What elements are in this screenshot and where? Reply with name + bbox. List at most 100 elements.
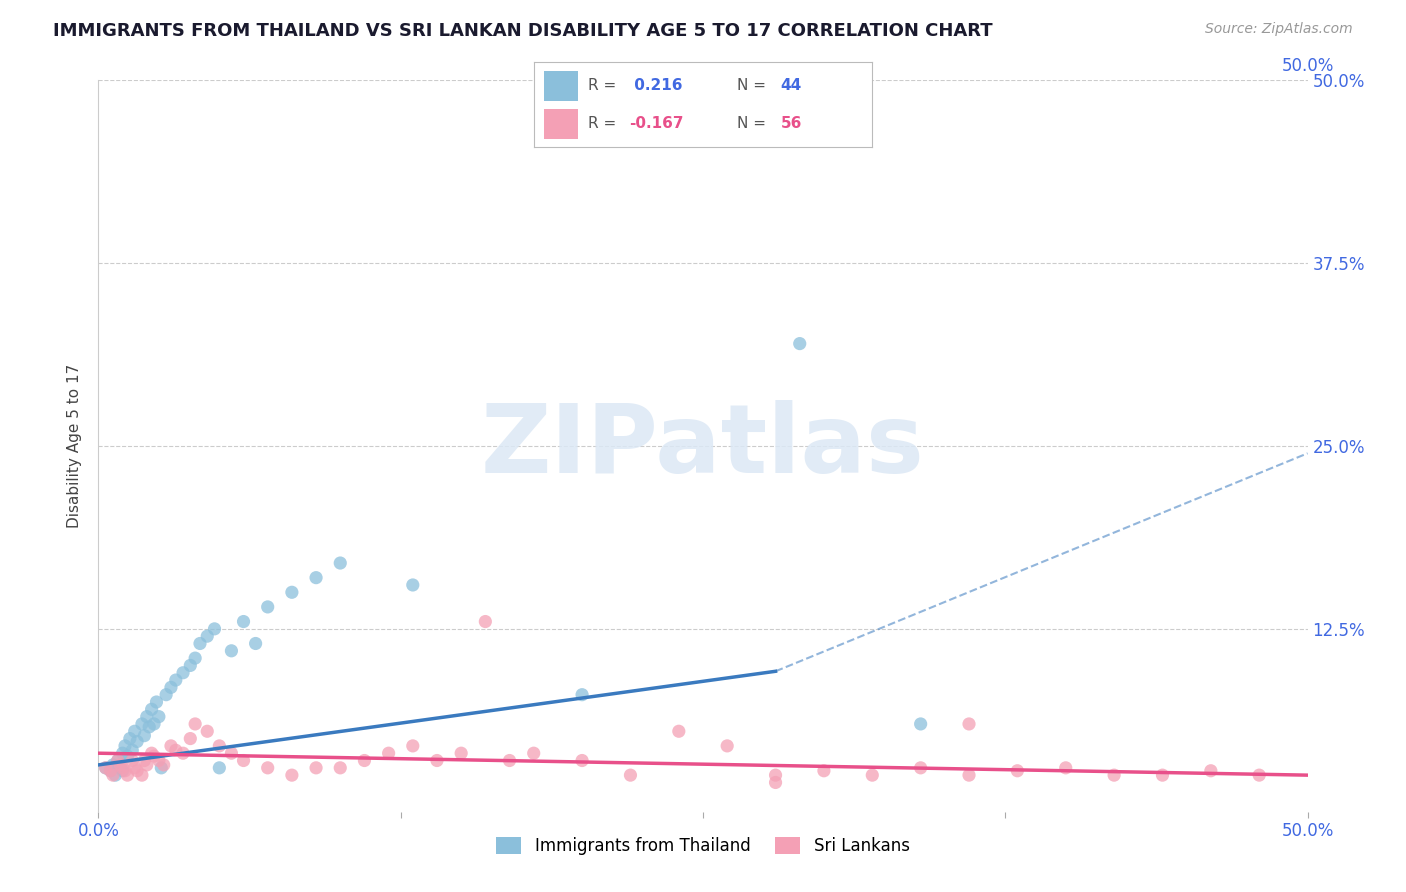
- Point: [165, 673, 187, 687]
- Point: [179, 731, 201, 746]
- Point: [402, 578, 425, 592]
- Point: [305, 571, 328, 585]
- Point: [860, 768, 883, 782]
- Point: [232, 754, 254, 768]
- Point: [107, 754, 129, 768]
- Point: [155, 688, 177, 702]
- Point: [131, 717, 153, 731]
- Point: [668, 724, 690, 739]
- Point: [145, 695, 167, 709]
- Point: [523, 746, 546, 760]
- Point: [184, 651, 207, 665]
- Point: [108, 761, 131, 775]
- Point: [329, 556, 352, 570]
- Point: [150, 761, 173, 775]
- Legend: Immigrants from Thailand, Sri Lankans: Immigrants from Thailand, Sri Lankans: [489, 830, 917, 862]
- Point: [100, 764, 122, 778]
- Point: [498, 754, 520, 768]
- Point: [329, 761, 352, 775]
- Point: [160, 681, 183, 695]
- Point: [195, 724, 218, 739]
- Point: [281, 585, 304, 599]
- Text: ZIPatlas: ZIPatlas: [481, 400, 925, 492]
- Point: [172, 746, 194, 760]
- Point: [1007, 764, 1029, 778]
- Point: [127, 734, 149, 748]
- Point: [1249, 768, 1271, 782]
- Point: [208, 739, 231, 753]
- FancyBboxPatch shape: [544, 109, 578, 139]
- Point: [353, 754, 375, 768]
- Point: [450, 746, 472, 760]
- Text: R =: R =: [588, 78, 616, 93]
- Point: [121, 743, 143, 757]
- Point: [1102, 768, 1125, 782]
- Point: [184, 717, 207, 731]
- Point: [232, 615, 254, 629]
- Point: [143, 749, 166, 764]
- Point: [118, 731, 141, 746]
- Point: [957, 768, 980, 782]
- Point: [474, 615, 496, 629]
- Point: [179, 658, 201, 673]
- Point: [377, 746, 399, 760]
- Point: [111, 764, 134, 778]
- Point: [910, 761, 932, 775]
- Point: [765, 775, 787, 789]
- Point: [571, 688, 593, 702]
- Point: [204, 622, 226, 636]
- Point: [148, 754, 170, 768]
- Point: [813, 764, 835, 778]
- Point: [114, 764, 136, 778]
- Point: [571, 754, 593, 768]
- Point: [138, 720, 160, 734]
- Text: N =: N =: [737, 78, 766, 93]
- Point: [160, 739, 183, 753]
- Text: 56: 56: [780, 116, 801, 131]
- Point: [716, 739, 738, 753]
- Point: [108, 758, 131, 772]
- Point: [111, 746, 134, 760]
- Point: [256, 761, 278, 775]
- Point: [256, 599, 278, 614]
- Text: IMMIGRANTS FROM THAILAND VS SRI LANKAN DISABILITY AGE 5 TO 17 CORRELATION CHART: IMMIGRANTS FROM THAILAND VS SRI LANKAN D…: [53, 22, 993, 40]
- FancyBboxPatch shape: [544, 71, 578, 101]
- Point: [195, 629, 218, 643]
- Point: [94, 761, 117, 775]
- Point: [172, 665, 194, 680]
- Y-axis label: Disability Age 5 to 17: Disability Age 5 to 17: [67, 364, 83, 528]
- Point: [221, 644, 243, 658]
- Point: [94, 761, 117, 775]
- Point: [111, 761, 134, 775]
- Point: [134, 729, 156, 743]
- Point: [117, 749, 139, 764]
- Point: [152, 758, 174, 772]
- Point: [1199, 764, 1222, 778]
- Point: [402, 739, 425, 753]
- Point: [1152, 768, 1174, 782]
- Point: [765, 768, 787, 782]
- Point: [619, 768, 641, 782]
- Point: [305, 761, 328, 775]
- Point: [127, 764, 149, 778]
- Text: Source: ZipAtlas.com: Source: ZipAtlas.com: [1205, 22, 1353, 37]
- Point: [426, 754, 449, 768]
- Point: [165, 743, 187, 757]
- Point: [100, 764, 122, 778]
- Text: 44: 44: [780, 78, 801, 93]
- Text: -0.167: -0.167: [628, 116, 683, 131]
- Point: [141, 746, 163, 760]
- Point: [117, 768, 139, 782]
- Point: [101, 758, 124, 772]
- Point: [114, 739, 136, 753]
- Point: [1054, 761, 1077, 775]
- Point: [208, 761, 231, 775]
- Point: [101, 768, 124, 782]
- Point: [148, 709, 170, 723]
- Point: [188, 636, 211, 650]
- Point: [107, 754, 129, 768]
- Point: [135, 758, 157, 772]
- Point: [135, 709, 157, 723]
- Point: [281, 768, 304, 782]
- Point: [789, 336, 811, 351]
